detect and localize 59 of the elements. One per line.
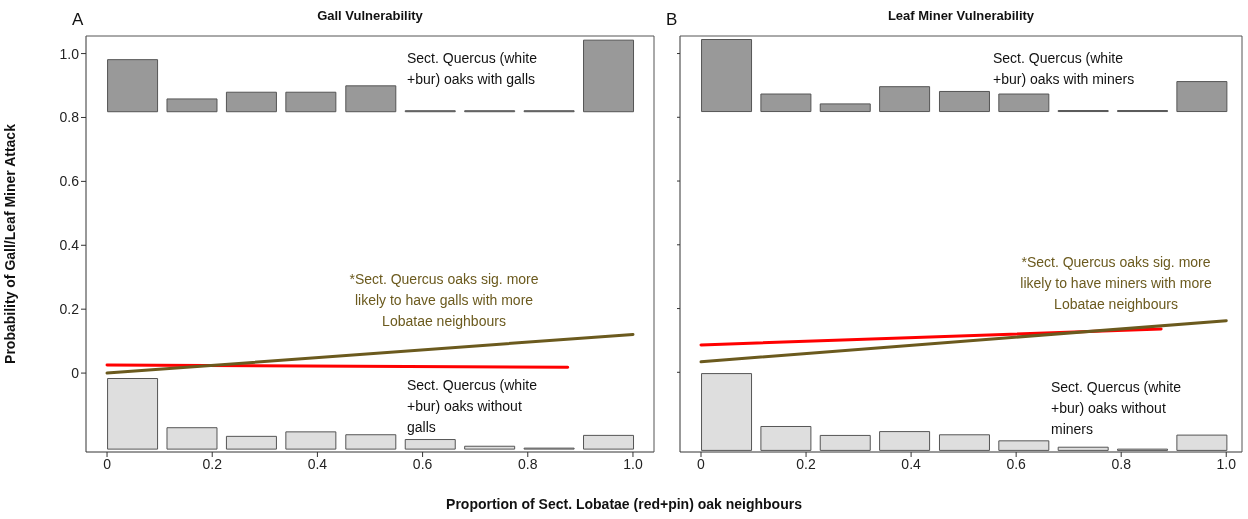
x-tick-label: 0.8	[518, 455, 538, 472]
x-tick-label: 1.0	[623, 455, 643, 472]
bar	[107, 59, 159, 113]
y-tick-label: 1.0	[59, 45, 80, 62]
x-tick-label: 0.8	[1111, 455, 1132, 472]
bar	[285, 91, 337, 113]
bar	[225, 435, 277, 450]
x-tick-label: 0.4	[901, 455, 922, 472]
y-tick-label: 0.8	[59, 109, 80, 126]
bar	[1057, 446, 1109, 451]
bar	[701, 39, 753, 113]
bar	[166, 98, 218, 113]
bar	[404, 439, 456, 450]
y-axis-title: Probability of Gall/Leaf Miner Attack	[1, 123, 18, 364]
bar	[879, 86, 931, 113]
bar	[225, 91, 277, 113]
bar	[760, 93, 812, 113]
bar	[107, 378, 159, 450]
x-tick-label: 0.2	[202, 455, 223, 472]
chart-title: Gall Vulnerability	[316, 8, 424, 23]
y-tick-label: 0	[71, 365, 80, 382]
text: A	[72, 10, 84, 29]
y-tick-label: 0.4	[59, 237, 80, 254]
x-tick-label: 0.6	[412, 455, 433, 472]
y-tick-label: 0.2	[59, 301, 80, 318]
bar	[760, 426, 812, 451]
bar	[464, 445, 516, 450]
x-tick-label: 0	[103, 455, 112, 472]
annotation: *Sect. Quercus oaks sig. more likely to have miners with more Lobatae neighbours	[1020, 254, 1212, 312]
annotation: *Sect. Quercus oaks sig. more likely to have galls with more Lobatae neighbours	[349, 271, 539, 329]
bar	[879, 431, 931, 451]
x-tick-label: 0.6	[1006, 455, 1027, 472]
x-axis-title: Proportion of Sect. Lobatae (red+pin) oak neighbours	[445, 496, 803, 512]
y-tick-label: 0.6	[59, 173, 80, 190]
bar	[998, 440, 1050, 451]
x-tick-label: 0	[697, 455, 706, 472]
annotation: Sect. Quercus (white +bur) oaks without miners	[1051, 379, 1182, 437]
bar	[938, 434, 990, 451]
x-tick-label: 0.4	[307, 455, 328, 472]
bar	[1176, 434, 1228, 451]
bar	[345, 434, 397, 450]
bar	[701, 373, 753, 451]
x-tick-label: 1.0	[1216, 455, 1237, 472]
text: B	[666, 10, 678, 29]
annotation: Sect. Quercus (white +bur) oaks with miners	[993, 50, 1135, 87]
bar	[1176, 81, 1228, 113]
annotation: Sect. Quercus (white +bur) oaks without galls	[407, 377, 538, 435]
bar	[819, 103, 871, 113]
x-tick-label: 0.2	[796, 455, 816, 472]
bar	[819, 434, 871, 451]
bar	[938, 90, 990, 113]
annotation: Sect. Quercus (white +bur) oaks with galls	[407, 50, 538, 87]
bar	[166, 427, 218, 450]
bar	[285, 431, 337, 450]
chart-title: Leaf Miner Vulnerability	[886, 8, 1036, 23]
bar	[345, 85, 397, 113]
bar	[583, 39, 635, 113]
bar	[583, 434, 635, 450]
bar	[998, 93, 1050, 113]
